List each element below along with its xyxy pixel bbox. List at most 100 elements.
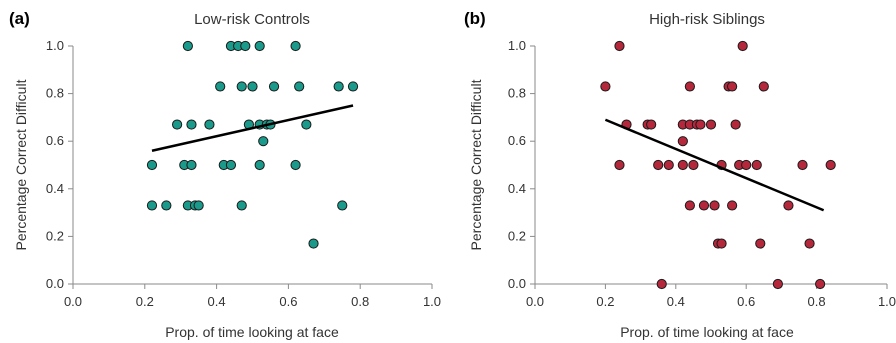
panel-a-data-point bbox=[186, 159, 197, 171]
panel-a-data-point bbox=[333, 81, 344, 92]
panel-b-data-point bbox=[804, 238, 815, 249]
panel-b-data-point bbox=[730, 119, 741, 130]
panel-b-data-point bbox=[727, 200, 738, 211]
panel-a-marks bbox=[146, 40, 359, 249]
panel-b-x-axis-label: Prop. of time looking at face bbox=[620, 324, 794, 340]
panel-b-data-point bbox=[684, 200, 695, 211]
panel-b-data-point bbox=[677, 136, 688, 147]
panel-b-y-tick-label: 1.0 bbox=[508, 38, 526, 53]
panel-a-data-point bbox=[290, 40, 301, 52]
panel-b-data-point bbox=[758, 81, 769, 92]
panel-b-trend-line bbox=[604, 118, 825, 212]
panel-a-data-point bbox=[193, 200, 204, 211]
panel-a-data-point bbox=[225, 159, 237, 171]
panel-b-y-axis-label: Percentage Correct Difficult bbox=[468, 79, 484, 250]
panel-b-data-point bbox=[695, 119, 706, 130]
panel-b-data-point bbox=[653, 159, 664, 171]
panel-b-data-point bbox=[614, 40, 625, 52]
panel-b-data-point bbox=[815, 278, 826, 290]
panel-a-data-point bbox=[215, 81, 226, 92]
panel-b-data-point bbox=[705, 119, 717, 130]
panel-a-y-tick-label: 0.4 bbox=[46, 181, 64, 196]
panel-a-data-point bbox=[240, 40, 251, 52]
panel-b-data-point bbox=[751, 159, 762, 171]
panel-b-x-tick-label: 0.6 bbox=[737, 294, 755, 309]
panel-b-data-point bbox=[684, 81, 695, 92]
panel-a-data-point bbox=[186, 119, 197, 130]
panel-a-x-tick-label: 0.2 bbox=[136, 294, 154, 309]
panel-a-data-point bbox=[268, 81, 280, 92]
panel-b-data-point bbox=[663, 159, 674, 171]
panel-b-label: (b) bbox=[464, 9, 486, 28]
panel-a: (a) Low-risk Controls Percentage Correct… bbox=[9, 9, 441, 340]
panel-a-x-tick-label: 0.8 bbox=[351, 294, 369, 309]
panel-b-data-point bbox=[646, 119, 657, 130]
panel-b-data-point bbox=[755, 238, 766, 249]
panel-b-y-tick-label: 0.4 bbox=[508, 181, 526, 196]
panel-a-data-point bbox=[146, 200, 158, 211]
panel-b-data-point bbox=[688, 159, 699, 171]
panel-b-data-point bbox=[698, 200, 710, 211]
panel-b-data-point bbox=[716, 238, 727, 249]
panel-a-y-axis-label: Percentage Correct Difficult bbox=[13, 79, 29, 250]
panel-b-y-tick-label: 0.6 bbox=[508, 133, 526, 148]
panel-b: (b) High-risk Siblings Percentage Correc… bbox=[464, 9, 896, 340]
panel-b-ticks: 0.0 0.2 0.4 0.6 0.8 1.0 0.0 0.2 0.4 0.6 0.8 1.0 bbox=[508, 38, 896, 309]
panel-a-x-tick-label: 1.0 bbox=[423, 294, 441, 309]
panel-b-data-point bbox=[741, 159, 752, 171]
panel-a-axes bbox=[72, 46, 432, 285]
panel-a-ticks: 0.0 0.2 0.4 0.6 0.8 1.0 0.0 0.2 0.4 0.6 0.8 1.0 bbox=[46, 38, 441, 309]
panel-a-y-tick-label: 0.0 bbox=[46, 276, 64, 291]
panel-a-data-point bbox=[204, 119, 215, 130]
panel-b-data-point bbox=[709, 200, 720, 211]
panel-a-data-point bbox=[254, 40, 265, 52]
panel-a-x-axis-label: Prop. of time looking at face bbox=[165, 324, 339, 340]
panel-b-data-point bbox=[825, 159, 836, 171]
panel-a-data-point bbox=[254, 159, 265, 171]
panel-a-trend-line bbox=[151, 104, 354, 152]
panel-a-title: Low-risk Controls bbox=[194, 11, 310, 28]
panel-b-data-point bbox=[656, 278, 667, 290]
panel-a-data-point bbox=[182, 40, 193, 52]
panel-a-x-tick-label: 0.0 bbox=[64, 294, 82, 309]
panel-a-x-tick-label: 0.6 bbox=[279, 294, 297, 309]
panel-b-title: High-risk Siblings bbox=[649, 11, 765, 28]
panel-a-data-point bbox=[146, 159, 158, 171]
panel-b-axes bbox=[534, 46, 887, 285]
panel-a-data-point bbox=[294, 81, 305, 92]
panel-a-data-point bbox=[236, 81, 247, 92]
panel-a-data-point bbox=[347, 81, 359, 92]
panel-b-x-tick-label: 0.8 bbox=[808, 294, 826, 309]
panel-b-marks bbox=[600, 40, 836, 290]
panel-a-x-tick-label: 0.4 bbox=[208, 294, 226, 309]
panel-a-data-point bbox=[258, 136, 269, 147]
panel-b-y-tick-label: 0.0 bbox=[508, 276, 526, 291]
panel-a-label: (a) bbox=[9, 9, 30, 28]
panel-b-x-tick-label: 1.0 bbox=[878, 294, 896, 309]
panel-b-x-tick-label: 0.2 bbox=[596, 294, 614, 309]
panel-b-x-tick-label: 0.0 bbox=[526, 294, 544, 309]
panel-a-y-tick-label: 0.6 bbox=[46, 133, 64, 148]
panel-a-y-tick-label: 0.2 bbox=[46, 228, 64, 243]
panel-b-y-tick-label: 0.8 bbox=[508, 86, 526, 101]
panel-a-data-point bbox=[161, 200, 172, 211]
panel-a-data-point bbox=[337, 200, 348, 211]
panel-a-data-point bbox=[172, 119, 183, 130]
panel-a-y-tick-label: 1.0 bbox=[46, 38, 64, 53]
panel-a-data-point bbox=[301, 119, 312, 130]
panel-a-y-tick-label: 0.8 bbox=[46, 86, 64, 101]
panel-a-data-point bbox=[290, 159, 301, 171]
panel-b-data-point bbox=[737, 40, 748, 52]
panel-b-data-point bbox=[727, 81, 738, 92]
panel-b-y-tick-label: 0.2 bbox=[508, 228, 526, 243]
panel-a-data-point bbox=[308, 238, 319, 249]
panel-b-x-tick-label: 0.4 bbox=[667, 294, 685, 309]
panel-b-data-point bbox=[614, 159, 625, 171]
panel-a-data-point bbox=[247, 81, 258, 92]
panel-a-data-point bbox=[236, 200, 247, 211]
panel-b-data-point bbox=[677, 159, 688, 171]
panel-b-data-point bbox=[772, 278, 783, 290]
panel-b-data-point bbox=[600, 81, 611, 92]
panel-b-data-point bbox=[797, 159, 808, 171]
